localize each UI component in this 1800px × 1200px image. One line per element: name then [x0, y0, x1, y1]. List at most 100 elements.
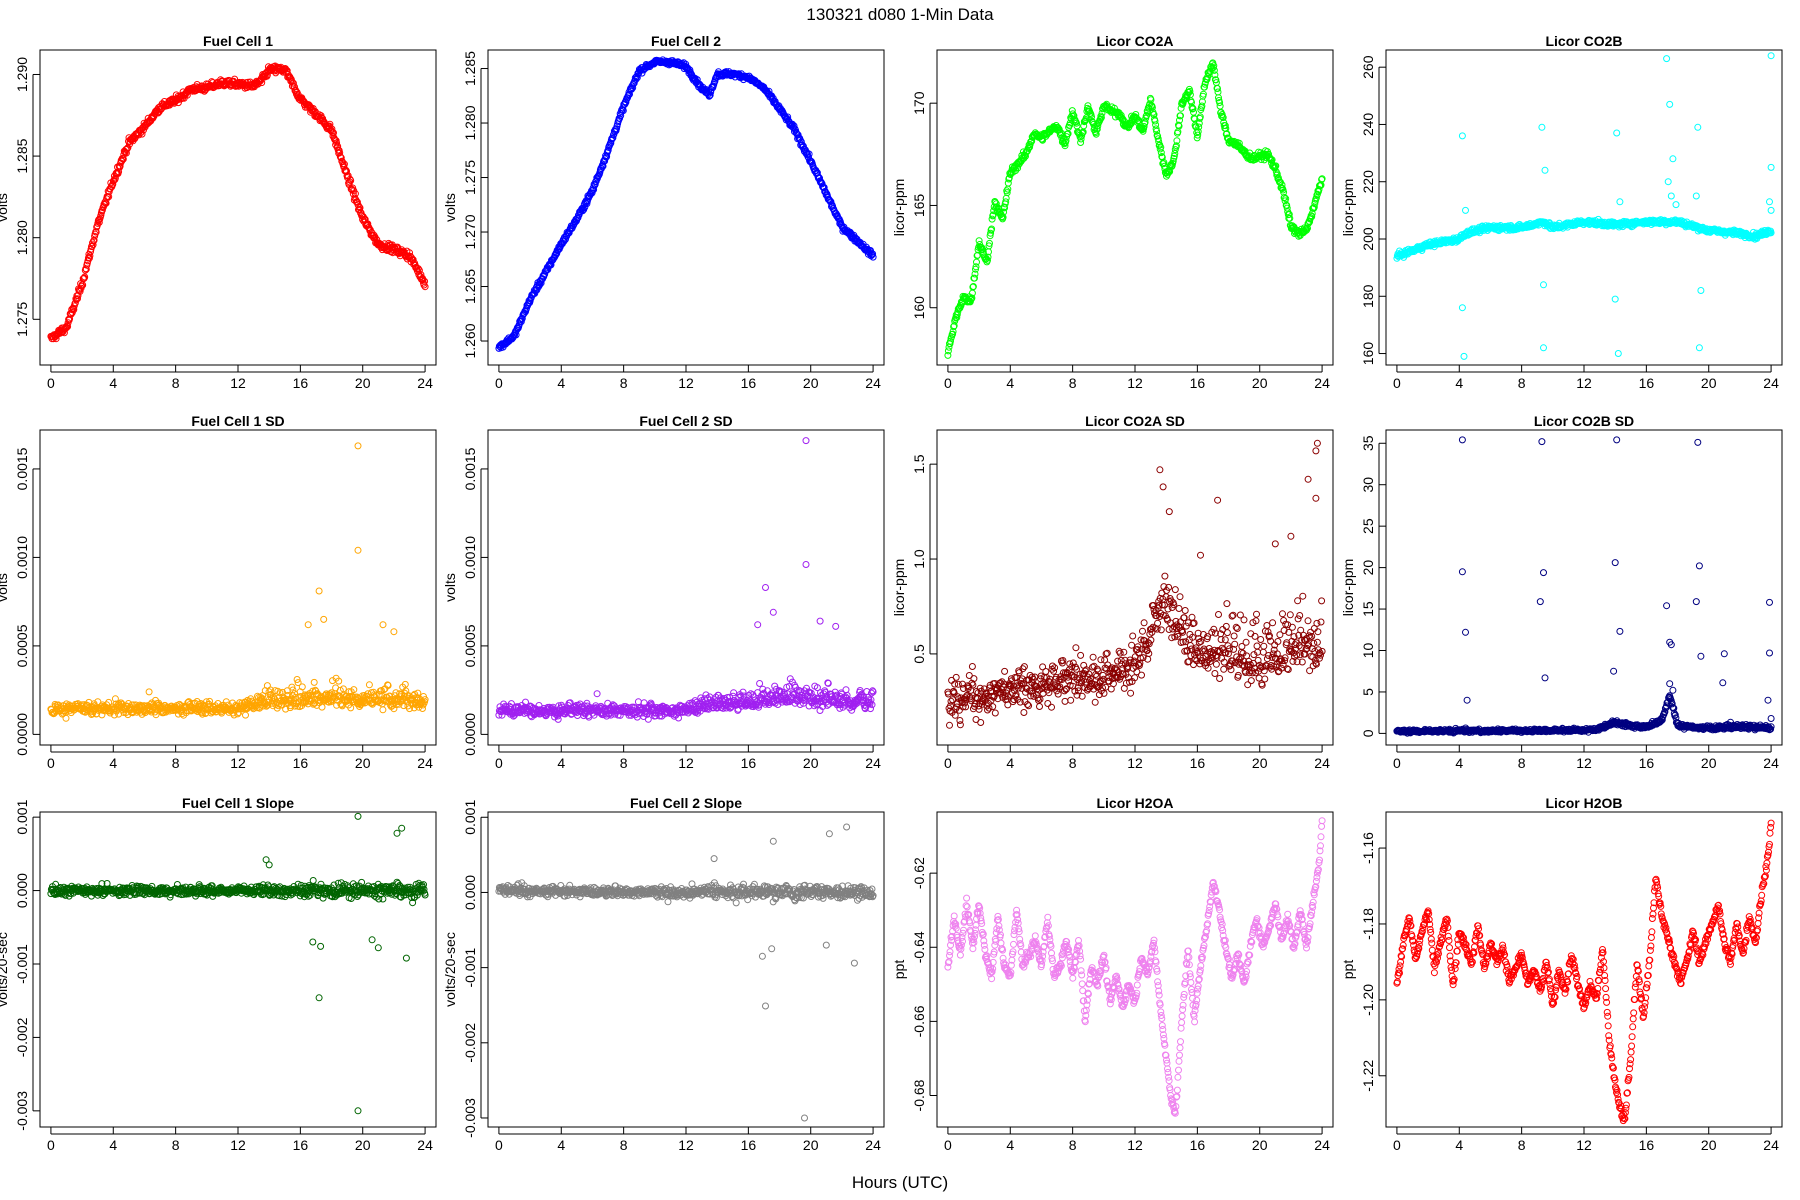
outlier-point — [1692, 192, 1700, 200]
outlier-point — [379, 621, 387, 629]
data-point — [76, 287, 84, 295]
data-point — [62, 714, 70, 722]
panel-title: Fuel Cell 2 — [651, 33, 721, 49]
x-tick-label: 4 — [1006, 375, 1014, 391]
data-point — [346, 178, 354, 186]
data-point — [333, 139, 341, 147]
x-tick-label: 4 — [109, 375, 117, 391]
y-axis-label: volts — [0, 573, 10, 602]
outlier-point — [802, 437, 810, 445]
data-point — [1216, 102, 1224, 110]
outlier-point — [1766, 198, 1773, 206]
outlier-point — [1697, 287, 1705, 294]
x-tick-label: 24 — [865, 755, 881, 771]
data-point — [536, 281, 543, 289]
outlier-point — [1458, 132, 1466, 140]
outlier-point — [1663, 55, 1671, 63]
data-point — [1140, 619, 1148, 627]
data-point — [1139, 627, 1146, 635]
data-point — [517, 318, 525, 326]
x-tick-label: 20 — [355, 755, 371, 771]
x-tick-label: 4 — [1455, 375, 1463, 391]
data-point — [1061, 697, 1069, 705]
y-tick-label: 1.275 — [14, 302, 30, 337]
x-tick-label: 8 — [1069, 375, 1077, 391]
x-tick-label: 0 — [47, 375, 55, 391]
x-tick-label: 12 — [678, 755, 694, 771]
data-point — [991, 709, 999, 717]
outlier-point — [754, 621, 762, 629]
data-point — [956, 721, 964, 729]
y-tick-label: 200 — [1360, 227, 1376, 251]
data-point — [379, 706, 387, 714]
outlier-point — [1540, 281, 1547, 289]
x-tick-label: 24 — [1314, 755, 1330, 771]
outlier-point — [1616, 198, 1624, 206]
data-point — [1004, 185, 1012, 193]
data-point — [512, 331, 520, 339]
data-point — [1042, 668, 1050, 675]
data-point — [81, 273, 89, 281]
x-tick-label: 8 — [172, 375, 180, 391]
y-tick-label: 0.0005 — [462, 624, 478, 667]
data-point — [334, 142, 342, 150]
x-tick-label: 16 — [1190, 375, 1206, 391]
data-point — [419, 276, 427, 284]
data-point — [1128, 641, 1136, 649]
panel-title: Fuel Cell 2 SD — [639, 413, 732, 429]
y-tick-label: 0.0000 — [14, 713, 30, 756]
y-tick-label: 1.280 — [462, 105, 478, 140]
data-point — [1020, 709, 1028, 716]
y-axis-label: volts — [442, 193, 458, 222]
data-point — [1157, 626, 1165, 634]
data-point — [340, 160, 348, 168]
panel-title: Licor CO2A SD — [1085, 413, 1185, 429]
data-point — [64, 323, 72, 330]
data-point — [289, 79, 297, 87]
data-point — [94, 219, 102, 227]
y-tick-label: 0.0010 — [14, 536, 30, 579]
data-point — [102, 199, 110, 207]
plot-frame — [487, 49, 885, 366]
x-tick-label: 12 — [678, 375, 694, 391]
data-point — [420, 281, 428, 289]
y-axis-label: licor-ppm — [891, 179, 907, 237]
x-tick-label: 0 — [47, 755, 55, 771]
outlier-point — [816, 617, 824, 625]
x-tick-label: 16 — [1190, 755, 1206, 771]
data-point — [1048, 703, 1055, 711]
data-point — [588, 189, 596, 197]
outlier-point — [390, 628, 398, 636]
data-point — [628, 85, 636, 93]
data-point — [355, 203, 363, 210]
data-point — [50, 335, 57, 343]
y-tick-label: 1.5 — [911, 454, 927, 474]
data-point — [634, 698, 642, 706]
outlier-point — [145, 688, 153, 696]
x-tick-label: 20 — [1252, 755, 1268, 771]
outlier-point — [1667, 192, 1675, 200]
outlier-point — [832, 622, 840, 630]
data-point — [1067, 696, 1075, 704]
data-point — [119, 155, 127, 163]
y-tick-label: 0.0015 — [14, 447, 30, 490]
data-point — [1138, 671, 1145, 679]
panel-title: Fuel Cell 1 SD — [191, 413, 284, 429]
y-tick-label: 0.0005 — [14, 624, 30, 667]
data-point — [613, 125, 620, 133]
panel-title: Licor CO2A — [1096, 33, 1173, 49]
x-tick-label: 4 — [1006, 755, 1014, 771]
data-point — [328, 125, 336, 133]
data-point — [242, 711, 249, 719]
x-tick-label: 8 — [620, 755, 628, 771]
y-tick-label: 0.0015 — [462, 447, 478, 490]
data-point — [1036, 695, 1044, 703]
y-tick-label: 0.5 — [911, 644, 927, 664]
data-point — [730, 689, 738, 697]
data-point — [101, 201, 108, 209]
outlier-point — [593, 690, 601, 698]
y-tick-label: 1.275 — [462, 160, 478, 195]
panel-fuel-cell-1: Fuel Cell 10 4 8 12 16 20 241.2751.2801.2851.2… — [0, 33, 437, 391]
x-tick-label: 12 — [1576, 375, 1592, 391]
